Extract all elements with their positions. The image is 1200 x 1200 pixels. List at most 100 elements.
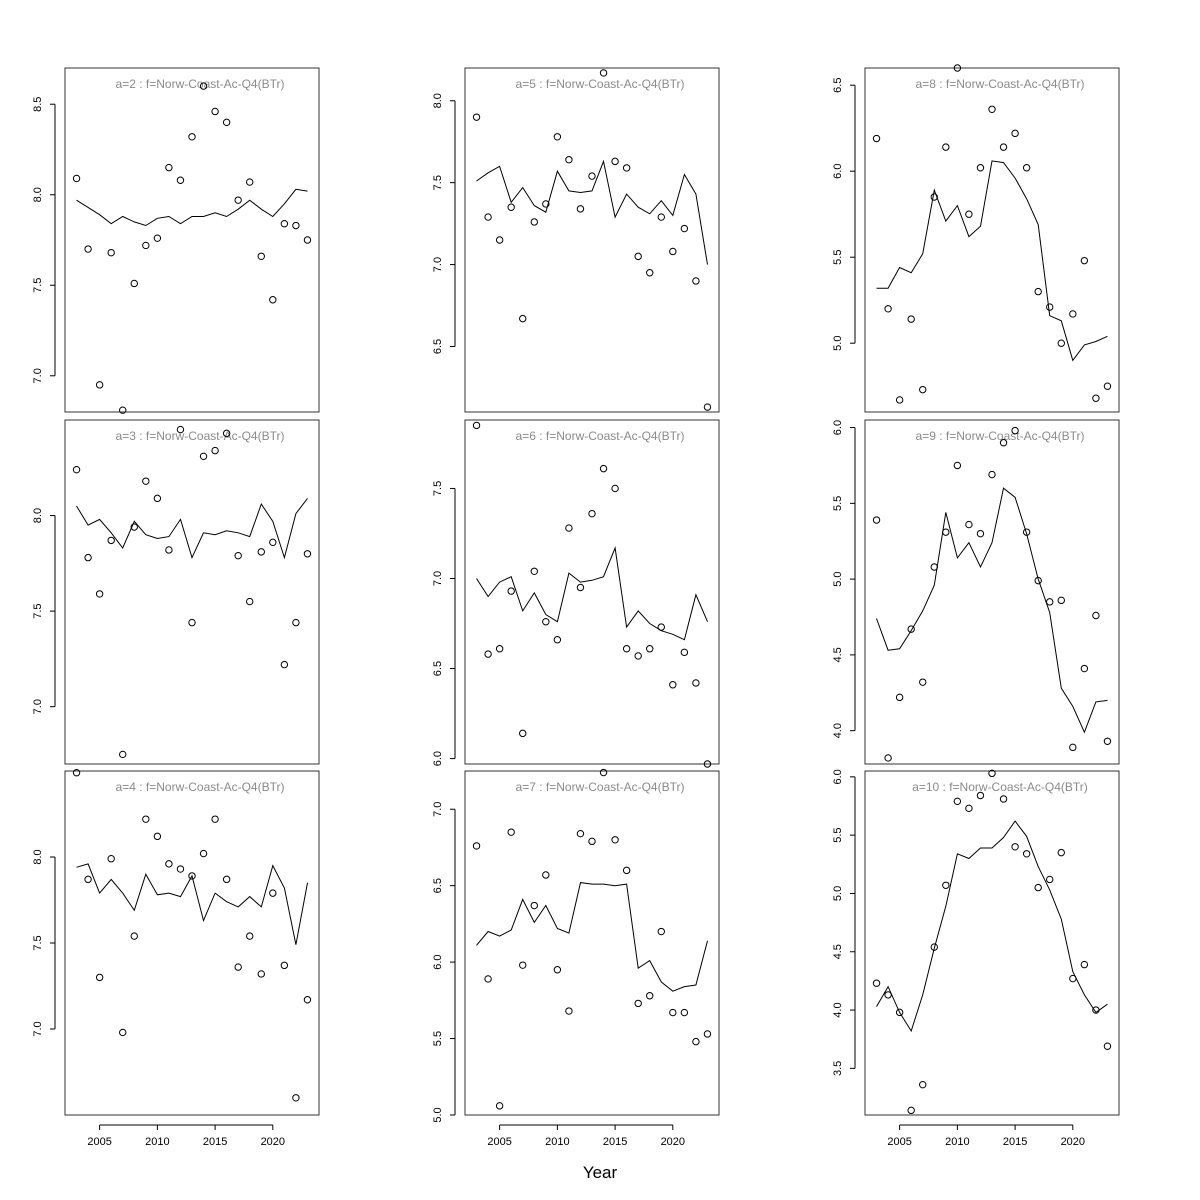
panel-7: a=4 : f=Norw-Coast-Ac-Q4(BTr) 7.0 7.5 8.0 20…	[32, 769, 320, 1148]
observed-point	[1011, 843, 1019, 851]
observed-point	[872, 979, 881, 987]
observed-point	[1103, 1042, 1112, 1050]
observed-point	[107, 855, 115, 863]
observed-point	[165, 860, 173, 868]
observed-point	[292, 1094, 300, 1102]
observed-point	[999, 439, 1008, 447]
observed-point	[703, 760, 712, 768]
y-tick-label: 7.5	[432, 175, 444, 190]
x-tick-label: 2005	[887, 1136, 911, 1148]
observed-point	[988, 470, 996, 479]
observed-point	[988, 769, 996, 778]
fitted-line	[476, 545, 708, 641]
observed-point	[657, 927, 665, 936]
observed-point	[680, 1008, 689, 1017]
observed-point	[495, 645, 504, 653]
observed-point	[576, 829, 585, 838]
observed-point	[872, 516, 881, 524]
y-tick-label: 7.0	[432, 257, 444, 272]
panel-title: a=6 : f=Norw-Coast-Ac-Q4(BTr)	[516, 429, 685, 443]
observed-point	[269, 296, 277, 304]
observed-point	[953, 64, 962, 72]
plot-frame	[464, 770, 720, 1116]
y-tick-label: 6.0	[432, 751, 444, 766]
observed-point	[669, 681, 677, 689]
observed-point	[692, 1037, 700, 1046]
panel-title: a=7 : f=Norw-Coast-Ac-Q4(BTr)	[516, 780, 685, 794]
observed-point	[280, 961, 289, 970]
fitted-line	[476, 159, 708, 265]
observed-point	[907, 625, 915, 633]
observed-point	[692, 679, 700, 687]
plot-frame	[864, 770, 1120, 1116]
observed-point	[703, 403, 712, 411]
observed-point	[680, 648, 689, 657]
y-tick-label: 6.5	[832, 78, 844, 93]
plot-frame	[64, 67, 320, 413]
observed-point	[507, 828, 515, 836]
observed-point	[303, 236, 312, 244]
observed-point	[211, 107, 219, 116]
y-tick-label: 5.5	[832, 250, 844, 265]
observed-point	[1022, 528, 1031, 536]
observed-point	[84, 875, 92, 884]
y-tick-label: 7.5	[32, 278, 44, 293]
observed-point	[530, 567, 538, 575]
observed-point	[692, 277, 700, 285]
y-tick-label: 8.0	[32, 508, 44, 523]
panel-5: a=6 : f=Norw-Coast-Ac-Q4(BTr) 6.0 6.5 7.0 7.…	[432, 419, 720, 768]
observed-point	[895, 396, 904, 404]
observed-point	[988, 105, 996, 113]
observed-point	[188, 133, 196, 141]
observed-point	[611, 836, 619, 844]
y-tick-label: 3.5	[832, 1061, 844, 1076]
observed-point	[965, 804, 973, 813]
observed-point	[165, 163, 173, 172]
y-tick-label: 7.0	[432, 571, 444, 586]
observed-point	[84, 553, 92, 562]
panel-3: a=8 : f=Norw-Coast-Ac-Q4(BTr) 5.0 5.5 6.0 6.…	[832, 64, 1120, 413]
observed-point	[1034, 576, 1042, 585]
x-tick-label: 2010	[145, 1136, 169, 1148]
panel-title: a=5 : f=Norw-Coast-Ac-Q4(BTr)	[516, 77, 685, 91]
observed-point	[942, 528, 950, 536]
observed-point	[303, 550, 312, 558]
observed-point	[153, 494, 162, 503]
panel-9: a=10 : f=Norw-Coast-Ac-Q4(BTr) 3.5 4.0 4.5 5…	[832, 769, 1120, 1148]
x-tick-label: 2005	[87, 1136, 111, 1148]
panel-2: a=5 : f=Norw-Coast-Ac-Q4(BTr) 6.5 7.0 7.5 8.…	[432, 67, 720, 413]
y-tick-label: 7.0	[32, 1021, 44, 1036]
observed-point	[257, 252, 265, 260]
observed-point	[142, 241, 150, 250]
x-tick-label: 2020	[661, 1136, 685, 1148]
plot-frame	[464, 419, 720, 765]
observed-point	[895, 693, 904, 702]
panel-title: a=2 : f=Norw-Coast-Ac-Q4(BTr)	[116, 77, 285, 91]
observed-point	[1057, 339, 1065, 347]
observed-point	[1103, 382, 1112, 390]
observed-point	[965, 520, 973, 529]
observed-point	[234, 196, 242, 204]
y-tick-label: 5.0	[832, 886, 844, 901]
panels: a=2 : f=Norw-Coast-Ac-Q4(BTr) 7.0 7.5 8.0 8.…	[32, 64, 1120, 1148]
observed-point	[130, 932, 138, 940]
y-tick-label: 6.5	[432, 661, 444, 676]
observed-point	[930, 193, 938, 201]
observed-point	[622, 866, 631, 875]
observed-point	[176, 865, 185, 873]
observed-point	[576, 205, 585, 213]
observed-point	[84, 245, 92, 253]
observed-point	[519, 314, 527, 323]
observed-point	[895, 1008, 904, 1017]
y-tick-label: 4.5	[832, 944, 844, 959]
observed-point	[1046, 875, 1054, 884]
observed-point	[165, 546, 173, 554]
observed-point	[130, 523, 138, 531]
observed-point	[72, 769, 81, 777]
observed-point	[965, 210, 973, 218]
observed-point	[234, 963, 242, 971]
observed-point	[703, 1030, 712, 1038]
observed-point	[622, 645, 631, 653]
observed-point	[669, 247, 677, 256]
observed-point	[176, 176, 185, 184]
